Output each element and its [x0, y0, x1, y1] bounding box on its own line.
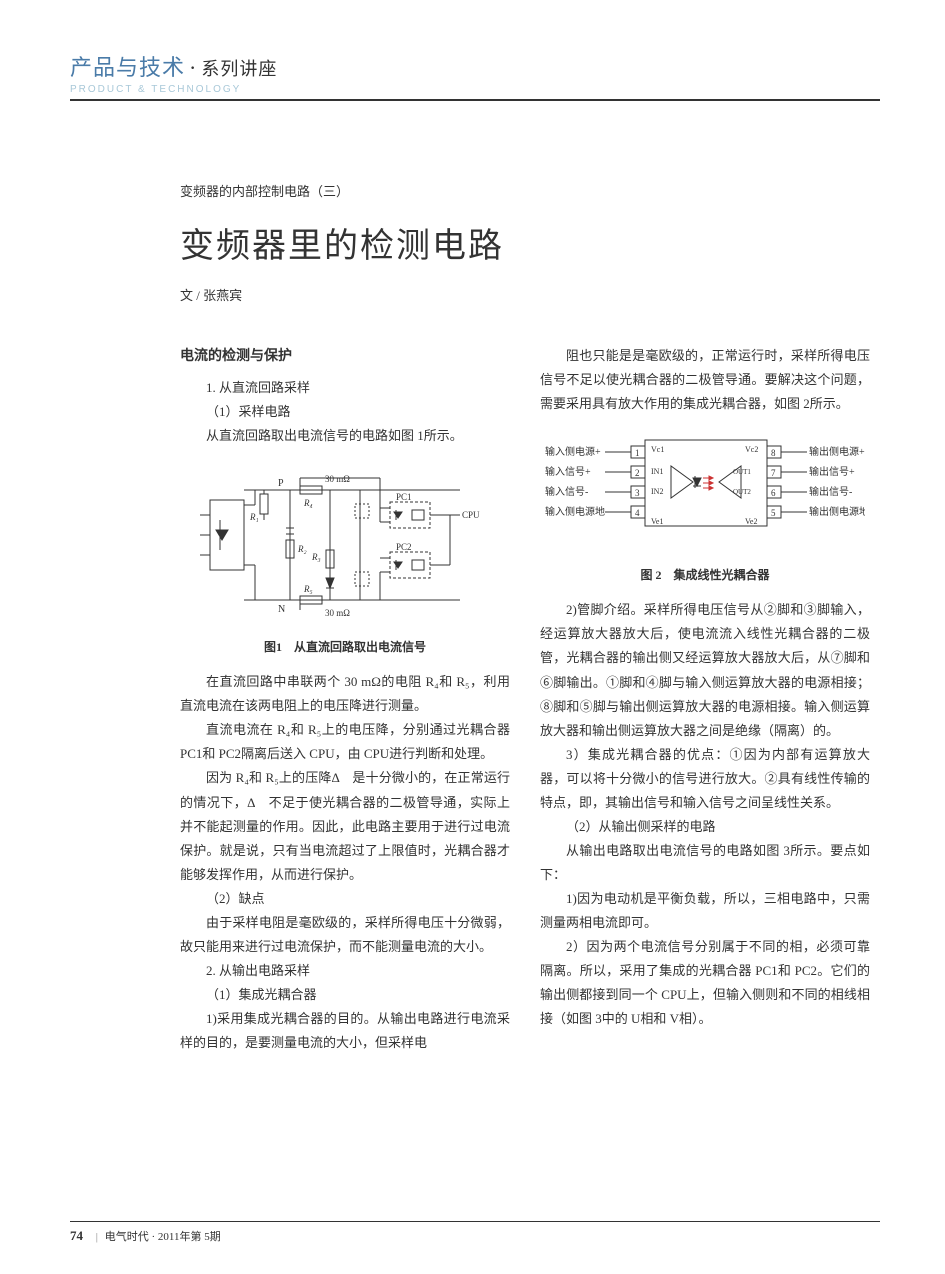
svg-text:N: N: [278, 604, 285, 615]
para: 阻也只能是是毫欧级的，正常运行时，采样所得电压信号不足以使光耦合器的二极管导通。…: [540, 344, 870, 416]
figure-2: 1 2 3 4 8 7 6 5: [540, 428, 870, 586]
svg-text:IN2: IN2: [651, 487, 663, 496]
footer-dot: ·: [151, 1231, 155, 1243]
pin-label: 输出侧电源+: [809, 445, 865, 458]
subhead-1-1: 1. 从直流回路采样: [180, 376, 510, 400]
svg-text:30 mΩ: 30 mΩ: [325, 474, 350, 484]
para: 2)管脚介绍。采样所得电压信号从②脚和③脚输入，经运算放大器放大后，使电流流入线…: [540, 598, 870, 742]
page-number: 74: [70, 1228, 83, 1243]
svg-text:7: 7: [771, 468, 776, 478]
page-footer: 74 | 电气时代 · 2011年第 5期: [70, 1221, 880, 1244]
section-heading: 电流的检测与保护: [180, 344, 510, 370]
svg-text:R₅: R₅: [303, 584, 313, 594]
para: 从直流回路取出电流信号的电路如图 1所示。: [180, 424, 510, 448]
page-header: 产品与技术 · 系列讲座 PRODUCT & TECHNOLOGY: [70, 50, 875, 101]
pin-label: 输入侧电源地: [545, 505, 605, 518]
para: 从输出电路取出电流信号的电路如图 3所示。要点如下：: [540, 839, 870, 887]
optocoupler-diagram-icon: 1 2 3 4 8 7 6 5: [545, 428, 865, 548]
svg-text:R₂: R₂: [297, 544, 307, 554]
article-title: 变频器里的检测电路: [180, 218, 875, 267]
svg-text:2: 2: [635, 468, 640, 478]
body-columns: 电流的检测与保护 1. 从直流回路采样 （1）采样电路 从直流回路取出电流信号的…: [180, 344, 875, 1055]
figure-1: P N R₁ 30 mΩ R₄: [180, 460, 510, 658]
issue: 2011年第 5期: [158, 1231, 221, 1243]
pin-label: 输入信号+: [545, 465, 591, 478]
category-main: 产品与技术: [70, 55, 185, 80]
author-line: 文 / 张燕宾: [180, 285, 875, 304]
column-right: 阻也只能是是毫欧级的，正常运行时，采样所得电压信号不足以使光耦合器的二极管导通。…: [540, 344, 870, 1055]
svg-text:R₃: R₃: [311, 552, 321, 562]
svg-text:CPU: CPU: [462, 510, 480, 520]
svg-text:6: 6: [771, 488, 776, 498]
svg-text:4: 4: [635, 508, 640, 518]
subhead-1-1-1: （1）采样电路: [180, 400, 510, 424]
author-name: 张燕宾: [203, 288, 242, 303]
svg-text:Ve2: Ve2: [745, 517, 757, 526]
column-left: 电流的检测与保护 1. 从直流回路采样 （1）采样电路 从直流回路取出电流信号的…: [180, 344, 510, 1055]
header-rule: [70, 99, 880, 101]
svg-text:R₁: R₁: [249, 512, 259, 522]
svg-text:Ve1: Ve1: [651, 517, 663, 526]
category-en: PRODUCT & TECHNOLOGY: [70, 84, 875, 95]
para: 在直流回路中串联两个 30 mΩ的电阻 R₄和 R₅，利用直流电流在该两电阻上的…: [180, 670, 510, 718]
svg-text:30 mΩ: 30 mΩ: [325, 608, 350, 618]
pin-label: 输入侧电源+: [545, 445, 601, 458]
svg-text:5: 5: [771, 508, 776, 518]
category-sub: 系列讲座: [201, 59, 277, 79]
pin-label: 输出侧电源地: [809, 505, 865, 518]
category-dot: ·: [189, 55, 197, 80]
para: 1)因为电动机是平衡负载，所以，三相电路中，只需测量两相电流即可。: [540, 887, 870, 935]
subhead-2-2: （2）从输出侧采样的电路: [540, 815, 870, 839]
para: 直流电流在 R₄和 R₅上的电压降，分别通过光耦合器 PC1和 PC2隔离后送入…: [180, 718, 510, 766]
svg-text:PC1: PC1: [396, 492, 412, 502]
subhead-1-1-2: （2）缺点: [180, 887, 510, 911]
svg-text:Vc1: Vc1: [651, 445, 664, 454]
subhead-1-2: 2. 从输出电路采样: [180, 959, 510, 983]
pin-label: 输出信号+: [809, 465, 855, 478]
circuit-diagram-icon: P N R₁ 30 mΩ R₄: [200, 460, 490, 620]
para: 2）因为两个电流信号分别属于不同的相，必须可靠隔离。所以，采用了集成的光耦合器 …: [540, 935, 870, 1031]
pin-label: 输出信号-: [809, 485, 852, 498]
svg-text:IN1: IN1: [651, 467, 663, 476]
svg-text:3: 3: [635, 488, 640, 498]
category-row: 产品与技术 · 系列讲座: [70, 50, 875, 82]
svg-text:Vc2: Vc2: [745, 445, 758, 454]
article-title-block: 变频器的内部控制电路（三） 变频器里的检测电路 文 / 张燕宾: [180, 181, 875, 304]
para: 3）集成光耦合器的优点：①因为内部有运算放大器，可以将十分微小的信号进行放大。②…: [540, 743, 870, 815]
series-label: 变频器的内部控制电路（三）: [180, 181, 875, 200]
svg-text:PC2: PC2: [396, 542, 412, 552]
figure-1-caption: 图1 从直流回路取出电流信号: [180, 636, 510, 658]
svg-text:R₄: R₄: [303, 498, 313, 508]
para: 由于采样电阻是毫欧级的，采样所得电压十分微弱，故只能用来进行过电流保护，而不能测…: [180, 911, 510, 959]
figure-2-caption: 图 2 集成线性光耦合器: [540, 564, 870, 586]
svg-text:P: P: [278, 478, 284, 489]
para: 1)采用集成光耦合器的目的。从输出电路进行电流采样的目的，是要测量电流的大小，但…: [180, 1007, 510, 1055]
para: 因为 R₄和 R₅上的压降Δ 是十分微小的，在正常运行的情况下，Δ 不足于使光耦…: [180, 766, 510, 886]
journal-name: 电气时代: [105, 1231, 149, 1243]
pin-label: 输入信号-: [545, 485, 588, 498]
author-prefix: 文 /: [180, 288, 200, 303]
svg-text:1: 1: [635, 448, 640, 458]
svg-text:8: 8: [771, 448, 776, 458]
subhead-1-2-1: （1）集成光耦合器: [180, 983, 510, 1007]
